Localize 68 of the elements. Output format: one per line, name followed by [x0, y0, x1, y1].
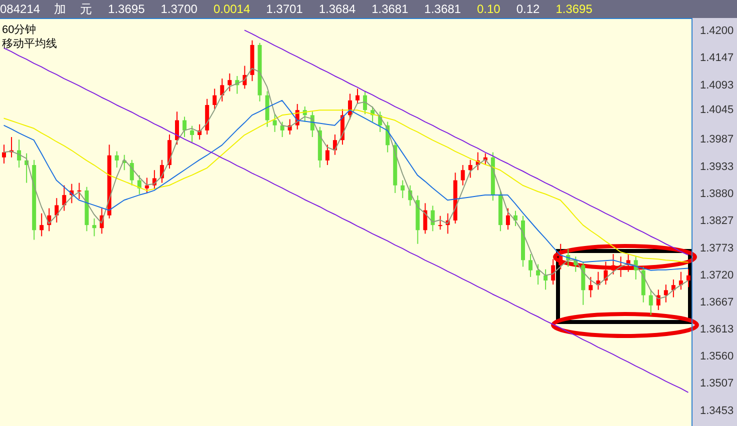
text: 084214 [0, 2, 40, 16]
candlestick [460, 164, 465, 186]
text: 1.3701 [266, 2, 303, 16]
y-tick-label: 1.3720 [700, 269, 734, 282]
candlestick [62, 184, 66, 212]
candlestick [114, 150, 119, 168]
y-tick-label: 1.4200 [700, 25, 734, 38]
text: 1.3681 [372, 2, 408, 16]
candlestick [438, 215, 442, 230]
candlestick [54, 198, 59, 224]
text: 0.12 [516, 2, 540, 16]
text: 移动平均线 [2, 37, 57, 51]
candlestick [544, 268, 548, 290]
candlestick [228, 72, 232, 92]
candlestick [648, 289, 653, 316]
candlestick [212, 88, 217, 110]
line-series [3, 48, 689, 393]
candlestick [423, 202, 428, 234]
candlestick [558, 243, 563, 270]
text: 1.3684 [318, 2, 356, 16]
text: 1.3695 [556, 2, 592, 16]
y-tick-label: 1.3453 [700, 405, 734, 418]
candlestick [356, 88, 360, 104]
candlestick [611, 254, 616, 275]
y-tick-label: 1.3987 [700, 133, 734, 146]
candlestick [664, 284, 668, 303]
text: 0.10 [476, 2, 500, 16]
text: 元 [80, 0, 92, 18]
candlestick [144, 177, 149, 194]
line-series [244, 30, 689, 256]
candlestick [92, 218, 96, 237]
candlestick [182, 116, 187, 138]
y-tick-label: 1.3613 [700, 324, 734, 336]
y-tick-label: 1.3667 [700, 296, 734, 308]
text: 60分钟 [2, 23, 36, 37]
candlestick [2, 144, 6, 164]
text: 1.3681 [424, 2, 461, 16]
y-tick-label: 1.4045 [700, 104, 734, 116]
y-tick-label: 1.3827 [700, 214, 734, 227]
candlestick [468, 159, 472, 178]
y-tick-label: 1.3933 [700, 160, 734, 173]
text: 加 [54, 0, 66, 18]
text: 1.3695 [108, 2, 145, 16]
candlestick [272, 114, 277, 132]
y-tick-label: 1.3773 [700, 242, 734, 254]
candlestick [280, 121, 284, 138]
candlestick [175, 111, 179, 146]
candlestick [506, 208, 510, 230]
candlestick [77, 182, 82, 200]
candlestick [190, 125, 194, 143]
y-tick-label: 1.3560 [700, 350, 734, 363]
text: 1.3700 [160, 2, 198, 16]
candlestick [536, 264, 540, 286]
candlestick [686, 268, 690, 288]
y-tick-label: 1.4093 [700, 80, 734, 92]
y-tick-label: 1.3880 [700, 188, 734, 200]
y-tick-label: 1.3507 [700, 378, 734, 390]
candlestick [363, 90, 368, 115]
candlestick [325, 144, 330, 166]
candlestick [528, 254, 533, 278]
candlestick [400, 180, 405, 199]
candlestick [220, 78, 224, 102]
y-tick-label: 1.4147 [700, 52, 734, 64]
candlestick [130, 159, 134, 186]
candlestick [588, 276, 593, 298]
candlestick [551, 258, 556, 286]
text: 0.0014 [213, 2, 250, 16]
candlestick [40, 212, 44, 237]
